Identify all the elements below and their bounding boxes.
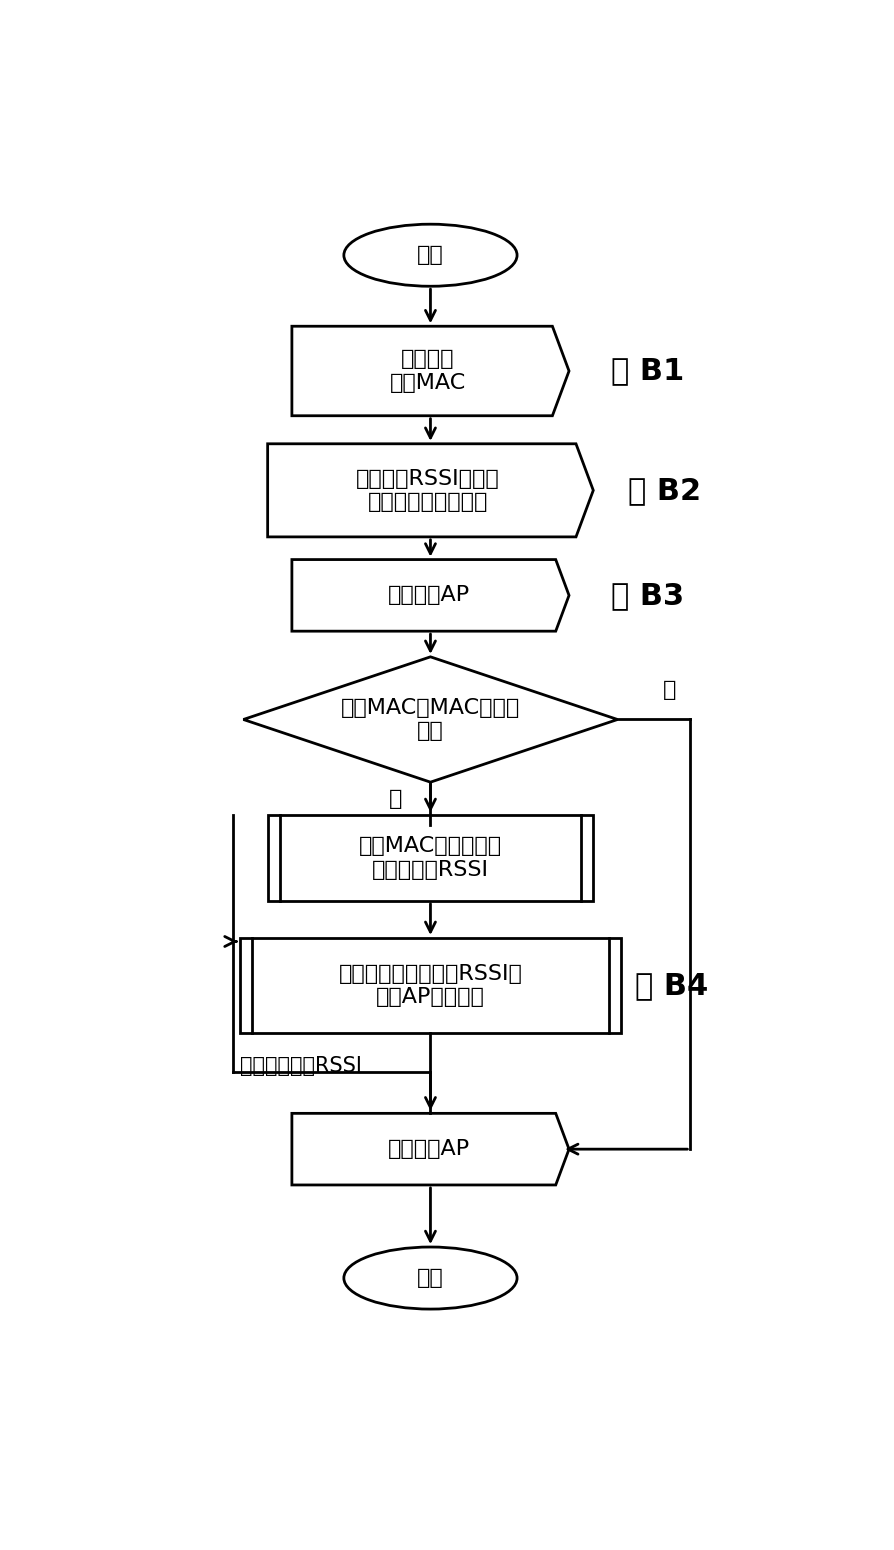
Text: 定时读取终端RSSI: 定时读取终端RSSI bbox=[240, 1056, 362, 1076]
Text: 开始: 开始 bbox=[417, 245, 443, 265]
Text: 否: 否 bbox=[662, 679, 676, 699]
Bar bbox=[240, 938, 621, 1034]
Bar bbox=[267, 815, 594, 901]
Text: ～ B3: ～ B3 bbox=[611, 581, 684, 609]
Polygon shape bbox=[291, 1113, 569, 1184]
Polygon shape bbox=[243, 657, 618, 783]
Polygon shape bbox=[267, 443, 594, 536]
Polygon shape bbox=[291, 326, 569, 415]
Ellipse shape bbox=[344, 1248, 517, 1310]
Text: 结束: 结束 bbox=[417, 1268, 443, 1288]
Text: 读取MAC地址列表中
所有设备的RSSI: 读取MAC地址列表中 所有设备的RSSI bbox=[358, 837, 502, 879]
Text: 用户标记
设备MAC: 用户标记 设备MAC bbox=[390, 349, 466, 392]
Ellipse shape bbox=[344, 225, 517, 287]
Text: 根据所有被标记设备RSSI値
调整AP发射功率: 根据所有被标记设备RSSI値 调整AP发射功率 bbox=[339, 964, 522, 1008]
Text: 用户设定RSSI与发射
功率的对应关系表格: 用户设定RSSI与发射 功率的对应关系表格 bbox=[356, 468, 500, 512]
Text: ～ B1: ～ B1 bbox=[611, 356, 684, 386]
Text: 终端接入AP: 终端接入AP bbox=[387, 586, 469, 606]
Text: ～ B2: ～ B2 bbox=[628, 476, 701, 505]
Text: 终端MAC在MAC地址列
表中: 终端MAC在MAC地址列 表中 bbox=[341, 698, 520, 741]
Polygon shape bbox=[291, 560, 569, 631]
Text: 终端离开AP: 终端离开AP bbox=[387, 1139, 469, 1159]
Text: 是: 是 bbox=[390, 789, 402, 809]
Text: ～ B4: ～ B4 bbox=[635, 972, 708, 1000]
